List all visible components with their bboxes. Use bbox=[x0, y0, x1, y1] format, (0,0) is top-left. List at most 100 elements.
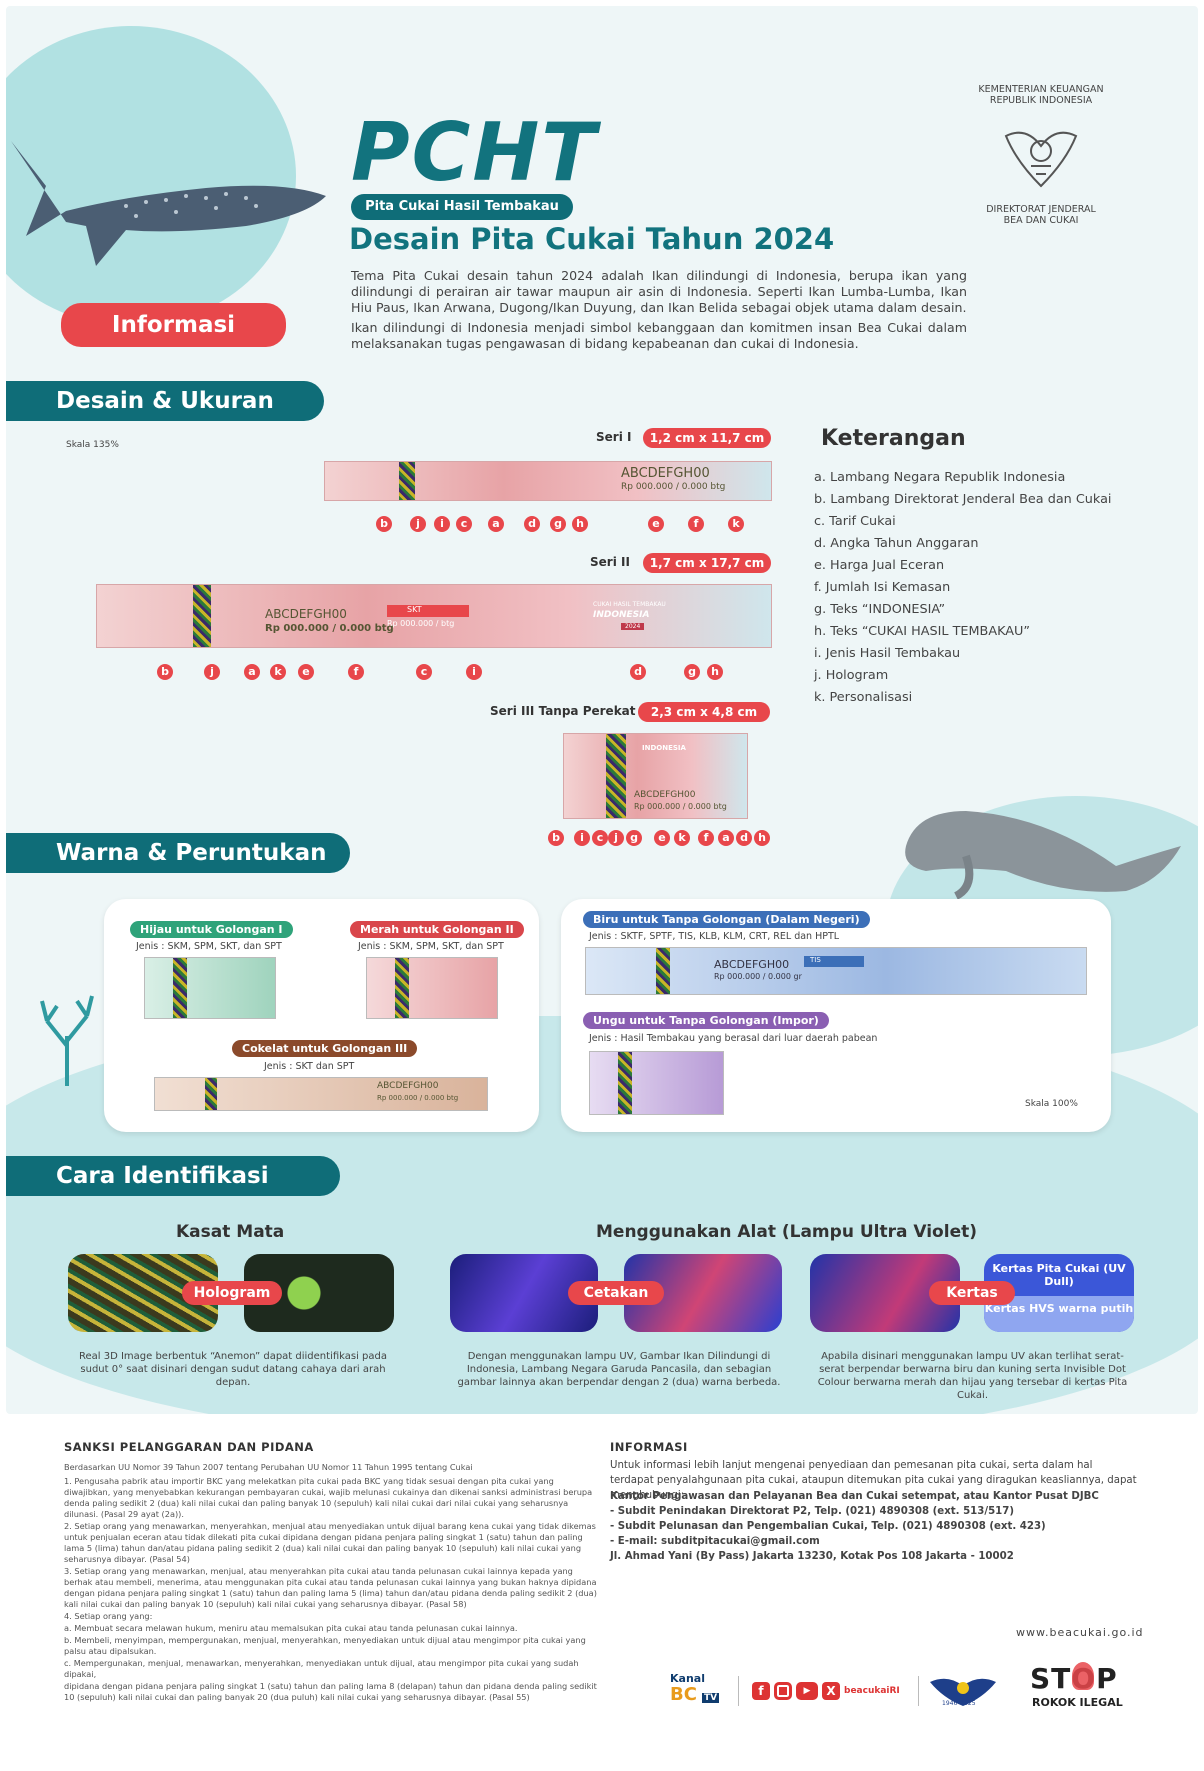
seri1-code: ABCDEFGH00 bbox=[621, 466, 710, 481]
callout-marker: g bbox=[550, 516, 566, 532]
seri2-country: INDONESIA bbox=[593, 610, 650, 620]
keterangan-item: g. Teks “INDONESIA” bbox=[814, 602, 946, 617]
hijau-sample bbox=[144, 957, 276, 1019]
card-tanpa-golongan: Biru untuk Tanpa Golongan (Dalam Negeri)… bbox=[561, 899, 1111, 1132]
hologram-icon bbox=[193, 585, 211, 647]
callout-marker: j bbox=[608, 830, 624, 846]
informasi-line: - Subdit Pelunasan dan Pengembalian Cuka… bbox=[610, 1521, 1046, 1532]
ungu-sample bbox=[589, 1051, 724, 1115]
kertas-dull-label: Kertas Pita Cukai (UV Dull) bbox=[992, 1262, 1126, 1288]
seri2-type: SKT bbox=[387, 605, 469, 617]
keterangan-item: b. Lambang Direktorat Jenderal Bea dan C… bbox=[814, 492, 1112, 507]
seri3-code: ABCDEFGH00 bbox=[634, 790, 696, 800]
callout-marker: i bbox=[466, 664, 482, 680]
cetakan-caption: Dengan menggunakan lampu UV, Gambar Ikan… bbox=[457, 1351, 781, 1388]
rokok-ilegal-text: ROKOK ILEGAL bbox=[1032, 1696, 1123, 1709]
biru-jenis: Jenis : SKTF, SPTF, TIS, KLB, KLM, CRT, … bbox=[589, 931, 840, 942]
keterangan-list: a. Lambang Negara Republik Indonesia b. … bbox=[814, 470, 1111, 712]
callout-marker: g bbox=[626, 830, 642, 846]
ministry-name: KEMENTERIAN KEUANGAN REPUBLIK INDONESIA bbox=[978, 84, 1104, 106]
callout-marker: k bbox=[728, 516, 744, 532]
section-cara-identifikasi: Cara Identifikasi bbox=[6, 1156, 340, 1196]
seri3-strip: INDONESIA ABCDEFGH00 Rp 000.000 / 0.000 … bbox=[563, 733, 748, 819]
alat-title: Menggunakan Alat (Lampu Ultra Violet) bbox=[596, 1222, 977, 1242]
seri1-size: 1,2 cm x 11,7 cm bbox=[643, 428, 771, 448]
seri1-price: Rp 000.000 / 0.000 btg bbox=[621, 482, 726, 492]
callout-marker: b bbox=[157, 664, 173, 680]
seri3-label: Seri III Tanpa Perekat bbox=[490, 704, 636, 718]
callout-marker: i bbox=[434, 516, 450, 532]
biru-code: ABCDEFGH00 bbox=[714, 958, 790, 971]
intro-paragraph-1: Tema Pita Cukai desain tahun 2024 adalah… bbox=[351, 268, 967, 315]
informasi-line: Kantor Pengawasan dan Pelayanan Bea dan … bbox=[610, 1491, 1099, 1502]
website-link[interactable]: www.beacukai.go.id bbox=[1016, 1626, 1144, 1639]
callout-marker: b bbox=[376, 516, 392, 532]
seri3-price: Rp 000.000 / 0.000 btg bbox=[634, 802, 727, 811]
scale-100: Skala 100% bbox=[1025, 1099, 1078, 1109]
hologram-icon bbox=[656, 948, 670, 994]
callout-marker: f bbox=[688, 516, 704, 532]
sanksi-item: 4. Setiap orang yang: bbox=[64, 1611, 153, 1621]
subtitle-pill: Pita Cukai Hasil Tembakau bbox=[351, 194, 573, 220]
sanksi-item: b. Membeli, menyimpan, mempergunakan, me… bbox=[64, 1635, 586, 1656]
callout-marker: j bbox=[410, 516, 426, 532]
seri2-price: Rp 000.000 / 0.000 btg bbox=[265, 623, 394, 634]
biru-sample: ABCDEFGH00 Rp 000.000 / 0.000 gr TIS bbox=[585, 947, 1087, 995]
sanksi-subtitle: Berdasarkan UU Nomor 39 Tahun 2007 tenta… bbox=[64, 1462, 473, 1472]
kanal-tv-text: TV bbox=[702, 1693, 720, 1703]
informasi-line: - Subdit Penindakan Direktorat P2, Telp.… bbox=[610, 1506, 1014, 1517]
keterangan-item: e. Harga Jual Eceran bbox=[814, 558, 945, 573]
cokelat-code: ABCDEFGH00 bbox=[377, 1081, 439, 1091]
callout-marker: b bbox=[548, 830, 564, 846]
seri2-code: ABCDEFGH00 bbox=[265, 607, 347, 621]
poster: PCHT Pita Cukai Hasil Tembakau Desain Pi… bbox=[6, 6, 1198, 1414]
callout-marker: d bbox=[524, 516, 540, 532]
keterangan-title: Keterangan bbox=[821, 426, 966, 451]
callout-marker: a bbox=[718, 830, 734, 846]
hijau-jenis: Jenis : SKM, SPM, SKT, dan SPT bbox=[136, 941, 282, 952]
informasi-button[interactable]: Informasi bbox=[61, 303, 286, 347]
sanksi-item: c. Mempergunakan, menjual, menawarkan, m… bbox=[64, 1658, 579, 1679]
sanksi-title: SANKSI PELANGGARAN DAN PIDANA bbox=[64, 1440, 314, 1454]
seri3-size: 2,3 cm x 4,8 cm bbox=[638, 702, 770, 722]
callout-marker: j bbox=[204, 664, 220, 680]
callout-marker: e bbox=[298, 664, 314, 680]
callout-marker: c bbox=[592, 830, 608, 846]
callout-marker: g bbox=[684, 664, 700, 680]
sanksi-item: 3. Setiap orang yang menawarkan, menjual… bbox=[64, 1566, 597, 1609]
seri2-size: 1,7 cm x 17,7 cm bbox=[643, 553, 771, 573]
seri2-price-small: Rp 000.000 / btg bbox=[387, 619, 455, 628]
stop-hand-icon bbox=[1072, 1662, 1094, 1690]
callout-marker: e bbox=[654, 830, 670, 846]
callout-marker: i bbox=[574, 830, 590, 846]
kanal-bc-text: BC bbox=[670, 1684, 697, 1705]
callout-marker: h bbox=[754, 830, 770, 846]
cokelat-pill: Cokelat untuk Golongan III bbox=[232, 1040, 418, 1057]
biru-price: Rp 000.000 / 0.000 gr bbox=[714, 972, 802, 981]
biru-pill: Biru untuk Tanpa Golongan (Dalam Negeri) bbox=[583, 911, 870, 928]
ungu-jenis: Jenis : Hasil Tembakau yang berasal dari… bbox=[589, 1033, 878, 1044]
seri1-strip: ABCDEFGH00 Rp 000.000 / 0.000 btg bbox=[324, 461, 772, 501]
hologram-icon bbox=[205, 1078, 217, 1110]
intro-paragraph-2: Ikan dilindungi di Indonesia menjadi sim… bbox=[351, 320, 967, 351]
social-handle[interactable]: beacukaiRI bbox=[844, 1686, 900, 1696]
kertas-caption: Apabila disinari menggunakan lampu UV ak… bbox=[817, 1351, 1128, 1401]
social-links: f ▶ X beacukaiRI bbox=[752, 1682, 900, 1700]
keterangan-item: k. Personalisasi bbox=[814, 690, 913, 705]
facebook-icon[interactable]: f bbox=[752, 1682, 770, 1700]
sanksi-item: 2. Setiap orang yang menawarkan, menyera… bbox=[64, 1521, 596, 1564]
cetakan-label: Cetakan bbox=[568, 1281, 664, 1305]
biru-type: TIS bbox=[804, 956, 864, 967]
youtube-icon[interactable]: ▶ bbox=[796, 1682, 818, 1700]
callout-marker: h bbox=[572, 516, 588, 532]
directorate-name: DIREKTORAT JENDERAL BEA DAN CUKAI bbox=[986, 204, 1096, 226]
instagram-icon[interactable] bbox=[774, 1682, 792, 1700]
card-golongan: Hijau untuk Golongan I Jenis : SKM, SPM,… bbox=[104, 899, 539, 1132]
ungu-pill: Ungu untuk Tanpa Golongan (Impor) bbox=[583, 1012, 829, 1029]
hijau-pill: Hijau untuk Golongan I bbox=[130, 921, 293, 938]
sanksi-item: dipidana dengan pidana penjara paling si… bbox=[64, 1681, 597, 1702]
coral-illustration bbox=[40, 995, 94, 1086]
cokelat-sample: ABCDEFGH00 Rp 000.000 / 0.000 btg bbox=[154, 1077, 488, 1111]
x-twitter-icon[interactable]: X bbox=[822, 1682, 840, 1700]
hologram-icon bbox=[399, 462, 415, 500]
